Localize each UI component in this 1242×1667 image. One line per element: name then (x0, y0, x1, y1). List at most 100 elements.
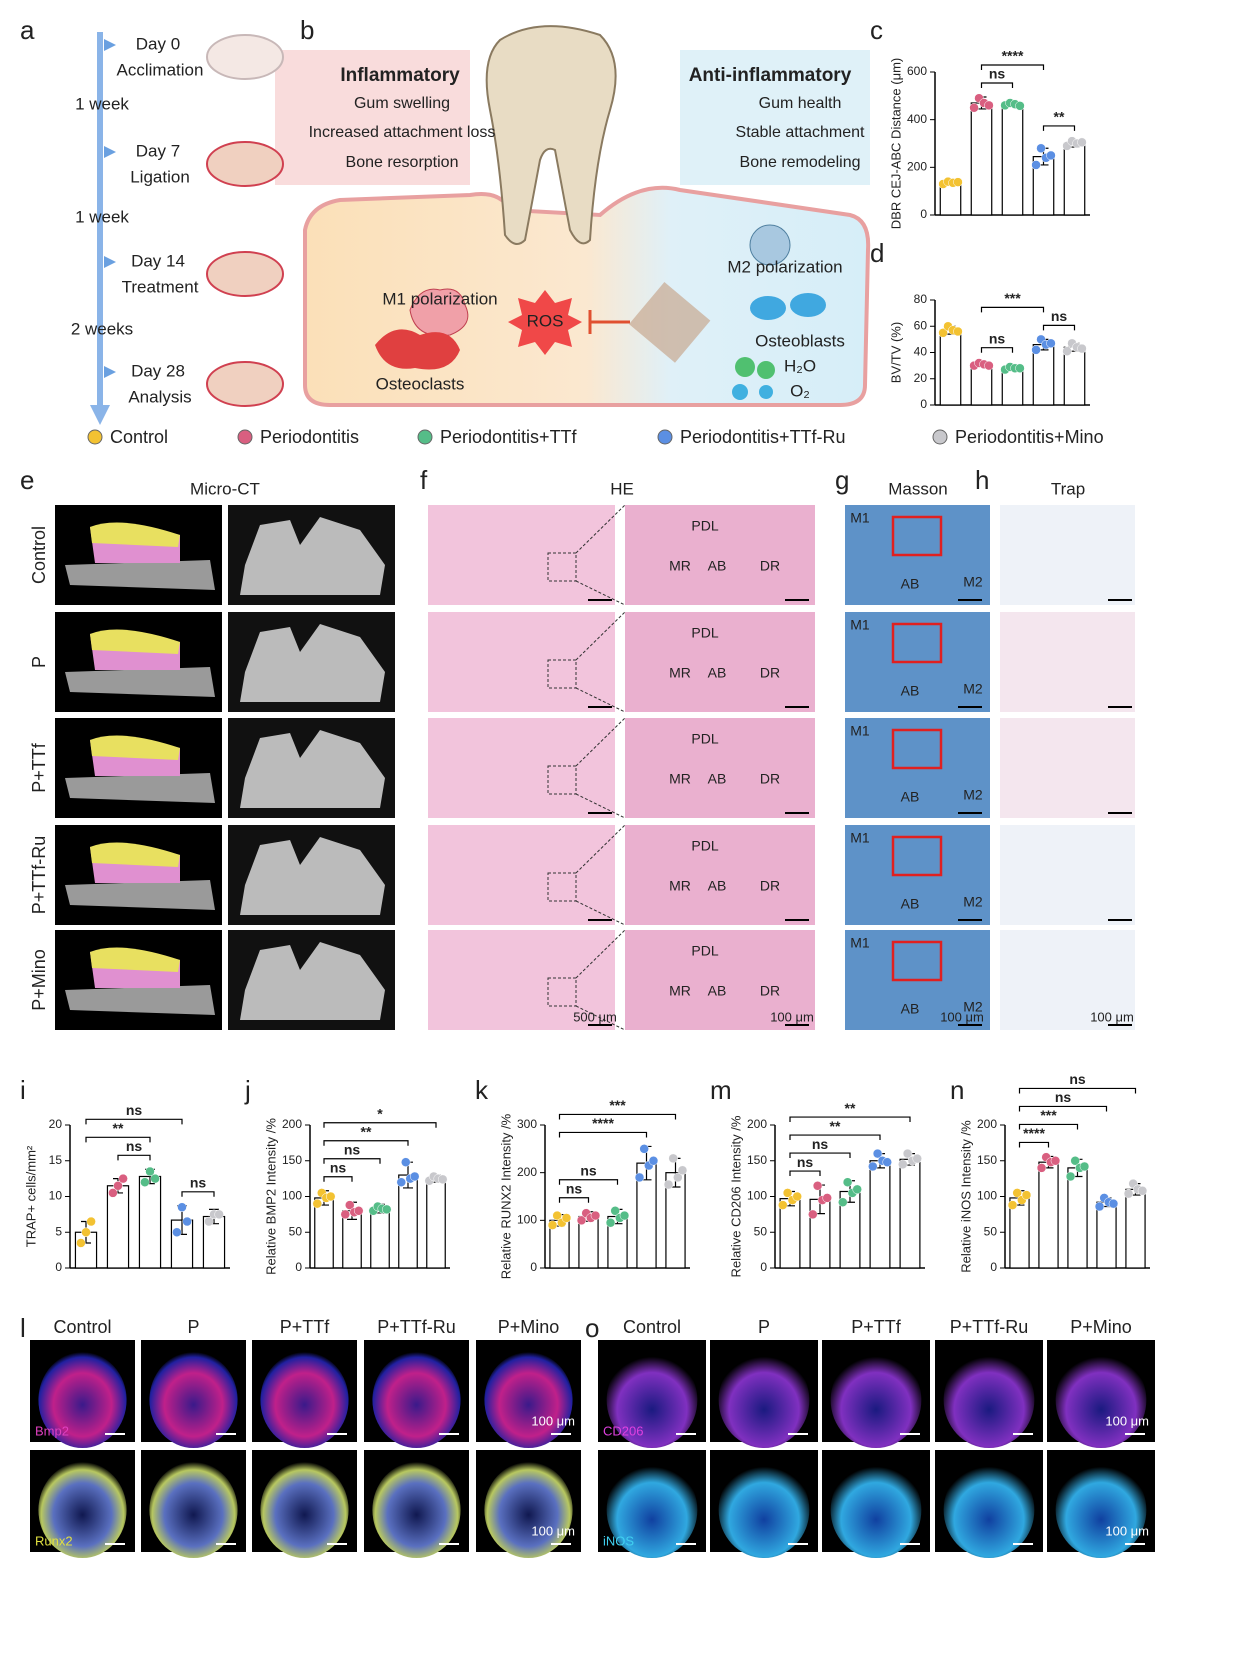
timeline-marker (104, 366, 116, 378)
fluor-column-label: P+TTf-Ru (950, 1317, 1029, 1337)
data-point (1062, 346, 1072, 356)
microct-bone (65, 773, 215, 803)
significance-label: **** (1002, 48, 1024, 64)
ros-burst (508, 290, 582, 355)
he-label: PDL (691, 625, 718, 641)
bar (138, 1175, 162, 1269)
inflammatory-box (275, 50, 470, 185)
data-point (1050, 1156, 1061, 1166)
fluor-tissue (606, 1462, 698, 1558)
y-tick-label: 100 (282, 1189, 302, 1203)
data-point (868, 1161, 878, 1172)
y-axis-label: Relative BMP2 Intensity /% (263, 1118, 278, 1275)
significance-label: *** (1040, 1107, 1057, 1123)
data-point (81, 1227, 91, 1237)
data-point (1070, 1156, 1080, 1166)
data-point (118, 1173, 128, 1184)
data-point (872, 1148, 883, 1159)
row-label: P+TTf-Ru (29, 836, 49, 915)
bar (970, 363, 993, 406)
data-point (605, 1217, 616, 1228)
significance-bracket (1042, 324, 1076, 331)
schematic-label: M2 polarization (727, 257, 842, 276)
data-point (145, 1166, 155, 1177)
significance-bracket (323, 1140, 409, 1146)
fluor-column-label: P (758, 1317, 770, 1337)
masson-label: M2 (963, 894, 983, 910)
he-overview (428, 718, 615, 818)
masson-label: M1 (850, 723, 870, 739)
bar (1067, 1167, 1088, 1269)
data-point (984, 360, 994, 371)
data-point (677, 1165, 688, 1176)
data-point (1123, 1188, 1134, 1199)
masson-label: M2 (963, 681, 983, 697)
legend-swatch (237, 429, 253, 445)
fluor-tissue (943, 1352, 1035, 1448)
y-tick-label: 60 (914, 318, 928, 332)
legend-label: Control (110, 427, 168, 447)
y-tick-label: 0 (530, 1260, 537, 1274)
data-point (214, 1209, 224, 1220)
trap-image (1000, 505, 1135, 605)
data-point (1046, 338, 1056, 349)
inflammatory-item: Increased attachment loss (309, 124, 496, 141)
y-tick-label: 0 (55, 1260, 62, 1274)
microct-bone (65, 985, 215, 1015)
y-tick-label: 150 (282, 1153, 302, 1167)
panel-letter: a (20, 15, 35, 45)
legend-label: Periodontitis (260, 427, 359, 447)
data-point (312, 1198, 323, 1209)
masson-roi (891, 622, 943, 664)
row-label: Control (29, 526, 49, 584)
scale-label: 100 μm (1105, 1413, 1149, 1428)
data-point (1007, 1200, 1018, 1210)
legend-swatch (417, 429, 433, 445)
data-point (1077, 343, 1087, 354)
microct-crown (90, 735, 180, 760)
significance-label: ns (566, 1180, 583, 1196)
legend-swatch (932, 429, 948, 445)
y-tick-label: 50 (289, 1224, 303, 1238)
y-axis-label: Relative RUNX2 Intensity /% (498, 1113, 513, 1279)
zoom-line (575, 900, 626, 926)
significance-label: **** (592, 1115, 614, 1131)
scale-label: 100 μm (770, 1009, 814, 1024)
y-tick-label: 15 (49, 1153, 63, 1167)
fluor-tissue (38, 1462, 127, 1558)
y-axis-label: DBR CEJ-ABC Distance (μm) (888, 58, 903, 229)
significance-bracket (85, 1136, 151, 1143)
data-point (782, 1188, 793, 1198)
significance-bracket (117, 1154, 151, 1161)
y-tick-label: 50 (754, 1224, 768, 1238)
zoom-line (575, 1005, 626, 1031)
data-point (792, 1191, 802, 1202)
data-point (808, 1209, 818, 1220)
panel-letter: d (870, 238, 884, 268)
y-tick-label: 200 (282, 1117, 302, 1131)
he-overview (428, 505, 615, 605)
timeline-marker (104, 39, 116, 51)
significance-bracket (1018, 1087, 1137, 1094)
data-point (409, 1171, 420, 1182)
he-label: PDL (691, 731, 718, 747)
bar (1038, 1161, 1059, 1269)
masson-roi (891, 835, 943, 877)
panel-letter: c (870, 15, 883, 45)
panel-letter: h (975, 465, 989, 495)
significance-label: ns (1069, 1071, 1086, 1087)
he-label: DR (760, 558, 780, 574)
fluor-tissue (943, 1462, 1035, 1558)
significance-bracket (558, 1197, 590, 1203)
data-point (1015, 363, 1025, 373)
fluor-tissue (372, 1462, 461, 1558)
data-point (1031, 345, 1041, 355)
microct-section (240, 942, 385, 1020)
microct-section (240, 624, 385, 702)
significance-label: ns (580, 1162, 597, 1178)
panel-letter: l (20, 1313, 26, 1343)
y-tick-label: 200 (517, 1165, 537, 1179)
he-label: MR (669, 878, 691, 894)
tooth (485, 25, 617, 245)
data-point (1065, 1171, 1076, 1182)
